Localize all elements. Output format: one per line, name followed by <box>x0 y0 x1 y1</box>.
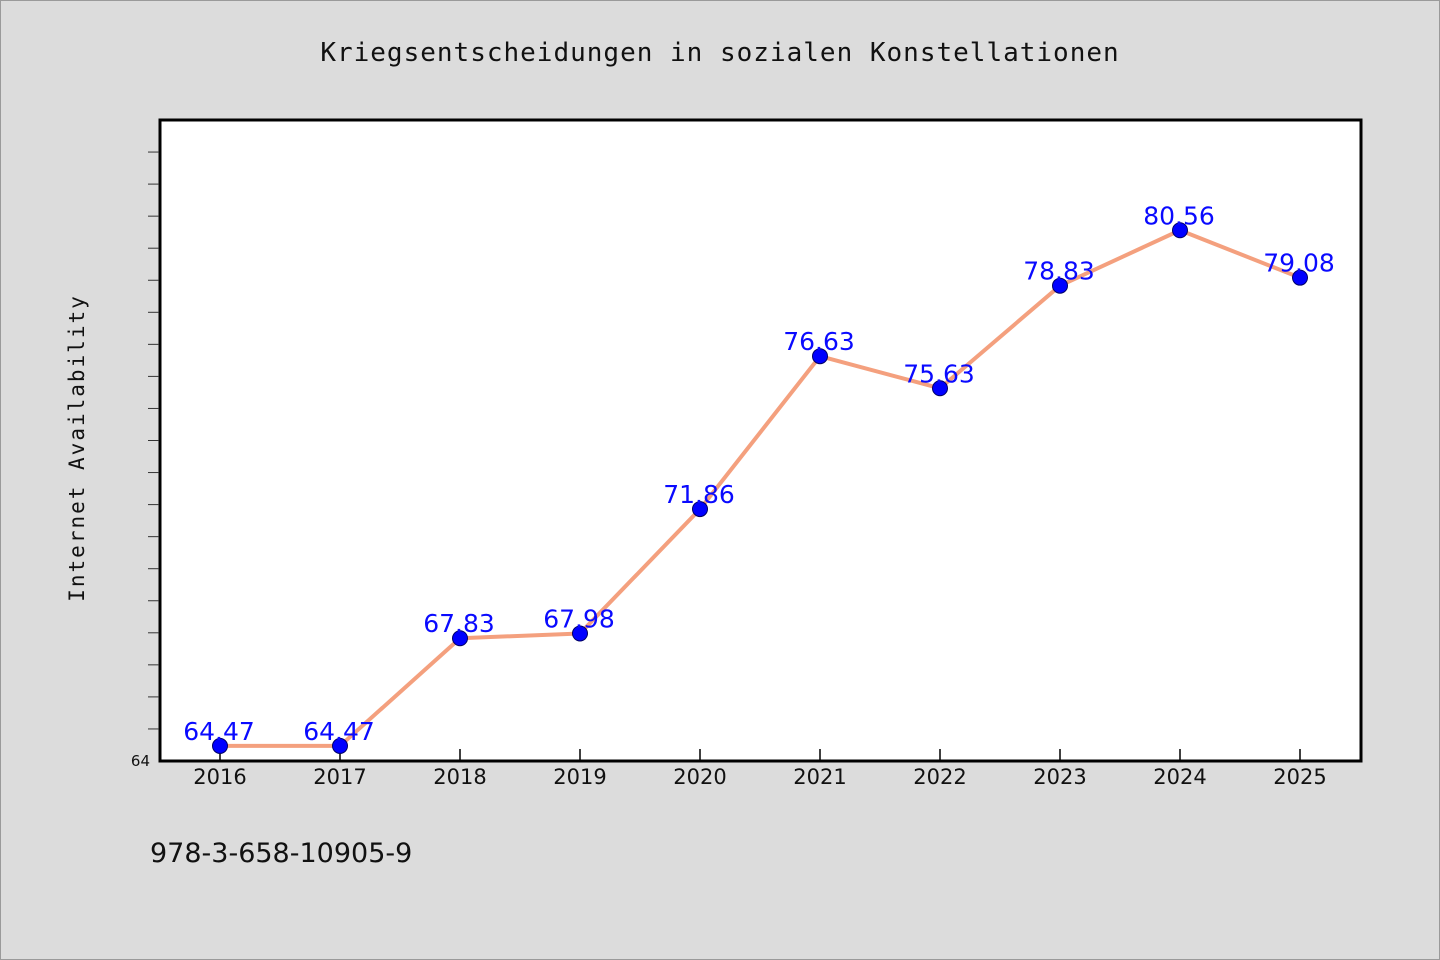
data-label: 80.56 <box>1143 201 1215 230</box>
data-point <box>692 501 708 518</box>
data-point <box>1292 269 1308 286</box>
data-point <box>212 737 228 754</box>
x-tick-label: 2024 <box>1153 765 1206 789</box>
data-label: 78.83 <box>1023 257 1095 286</box>
y-tick-label: 64 <box>131 752 150 770</box>
data-point <box>452 630 468 647</box>
data-point <box>332 737 348 754</box>
data-label: 64.47 <box>303 717 375 746</box>
x-tick-label: 2022 <box>913 765 966 789</box>
data-label: 79.08 <box>1263 249 1335 278</box>
x-tick-label: 2023 <box>1033 765 1086 789</box>
data-label: 76.63 <box>783 327 855 356</box>
y-axis-label: Internet Availability <box>65 294 89 602</box>
y-axis-ticks: 64 <box>131 151 159 770</box>
x-tick-label: 2018 <box>433 765 486 789</box>
chart-title: Kriegsentscheidungen in sozialen Konstel… <box>320 38 1119 68</box>
x-tick-label: 2025 <box>1273 765 1326 789</box>
data-point <box>572 625 588 642</box>
data-point-markers <box>212 222 1308 754</box>
data-label: 75.63 <box>903 359 975 388</box>
x-tick-label: 2020 <box>673 765 726 789</box>
data-point <box>1052 277 1068 294</box>
plot-area <box>158 118 1363 763</box>
series-line <box>220 228 1301 748</box>
x-tick-label: 2021 <box>793 765 846 789</box>
data-label: 64.47 <box>183 717 255 746</box>
isbn-footnote: 978-3-658-10905-9 <box>150 838 412 869</box>
x-tick-label: 2017 <box>313 765 366 789</box>
data-label: 67.98 <box>543 604 615 633</box>
data-point <box>932 380 948 397</box>
data-label: 71.86 <box>663 480 735 509</box>
x-tick-label: 2016 <box>193 765 246 789</box>
data-labels: 64.47 64.47 67.83 67.98 71.86 76.63 75.63 78.83… <box>183 201 1335 746</box>
series-line-group <box>220 228 1301 748</box>
x-axis-ticks: 2016 2017 2018 2019 2020 2021 2022 2023 2024 2025 <box>193 749 1327 789</box>
data-point <box>812 348 828 365</box>
x-tick-label: 2019 <box>553 765 606 789</box>
data-point <box>1172 222 1188 239</box>
data-label: 67.83 <box>423 609 495 638</box>
